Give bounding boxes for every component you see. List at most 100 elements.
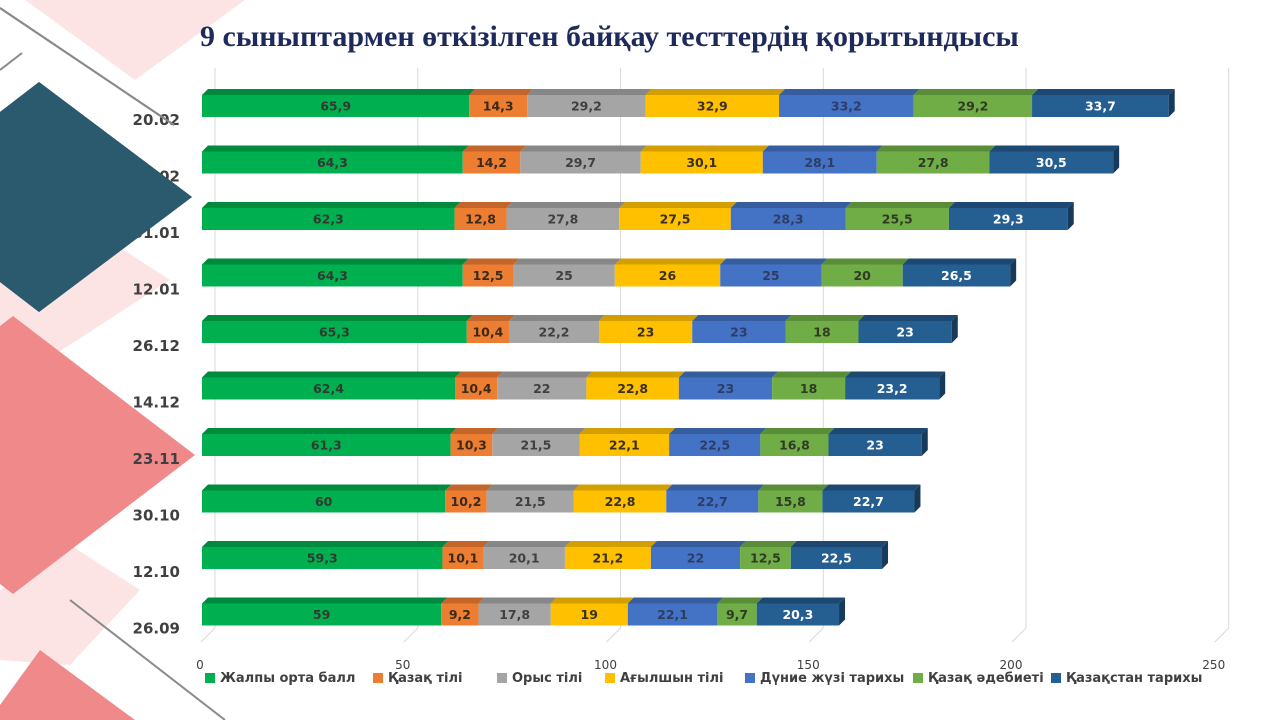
data-label: 65,9 <box>320 99 351 114</box>
bar-segment-top <box>948 202 1074 208</box>
bar-segment <box>202 547 443 569</box>
gridline-floor <box>1214 627 1230 643</box>
bar-segment-top <box>579 428 676 434</box>
legend-item: Жалпы орта балл <box>205 668 373 688</box>
legend-swatch-icon <box>745 673 755 683</box>
legend-label: Дүние жүзі тарихы <box>760 670 905 686</box>
legend-label: Қазақ әдебиеті <box>928 670 1044 686</box>
data-label: 29,2 <box>957 99 988 114</box>
bar-segment <box>455 377 498 400</box>
data-label: 9,7 <box>726 607 748 622</box>
bar-segment <box>202 151 463 174</box>
legend-swatch-icon <box>1051 673 1061 683</box>
data-label: 25,5 <box>882 212 913 227</box>
category-label: 12.10 <box>133 563 180 581</box>
x-axis-ticks: 0 50 100 150 200 250 <box>196 658 1225 672</box>
bar-segment <box>790 547 883 569</box>
bar-segment <box>645 95 780 117</box>
data-label: 25 <box>762 268 779 283</box>
x-tick-label: 100 <box>594 658 617 672</box>
bar-segment <box>450 434 493 456</box>
bar-segment-top <box>454 202 513 208</box>
data-label: 23 <box>896 325 913 340</box>
data-label: 23 <box>730 325 747 340</box>
bar-segment <box>717 603 757 626</box>
bar-segment <box>614 264 721 287</box>
bar-segment-top <box>717 597 763 604</box>
bar-end-side <box>1010 258 1017 287</box>
bar-segment <box>486 490 574 513</box>
bar-segment-top <box>586 371 685 378</box>
data-label: 18 <box>813 325 830 340</box>
bar-segment <box>441 603 479 626</box>
data-label: 22,5 <box>821 551 852 566</box>
data-label: 27,8 <box>547 212 578 227</box>
bar-segment <box>579 434 670 456</box>
bar-segment-top <box>762 145 883 152</box>
bar-segment-top <box>692 315 792 321</box>
bar-segment-top <box>483 541 571 547</box>
bar-segment-top <box>441 597 485 604</box>
data-label: 15,8 <box>775 494 806 509</box>
bar-segment-top <box>202 541 449 547</box>
bar-segment-top <box>666 484 765 491</box>
bar-end-side <box>914 484 921 513</box>
chart-title: 9 сыныптармен өткізілген байқау тесттерд… <box>200 20 1019 53</box>
bar-segment-top <box>442 541 490 547</box>
bar-segment <box>478 603 551 626</box>
category-label: 30.10 <box>133 507 180 525</box>
bar-segment-top <box>462 145 527 152</box>
bar-segment-top <box>756 597 846 604</box>
data-label: 65,3 <box>319 325 350 340</box>
bar-end-side <box>921 428 928 456</box>
data-label: 17,8 <box>499 607 530 622</box>
bar-segment-top <box>455 371 504 378</box>
bar-segment <box>666 490 759 513</box>
gridline-floor <box>200 627 216 643</box>
bar-segment-top <box>760 428 835 434</box>
gridline-floor <box>403 627 419 643</box>
bar-segment <box>497 377 587 400</box>
bar-segment <box>619 208 731 230</box>
bar-segment-top <box>202 484 452 491</box>
data-label: 21,5 <box>521 438 552 453</box>
bar-segment-top <box>858 315 958 321</box>
bar-segment <box>508 321 599 343</box>
data-label: 62,4 <box>313 381 344 396</box>
bar-segment-top <box>758 484 829 491</box>
bar-segment-top <box>564 541 657 547</box>
bar-segment <box>627 603 718 626</box>
bar-segment <box>845 208 949 230</box>
bar-segment <box>913 95 1033 117</box>
bar-segment-top <box>730 202 852 208</box>
data-label: 30,5 <box>1036 155 1067 170</box>
data-label: 22,8 <box>605 494 636 509</box>
bar-segment-top <box>779 89 920 95</box>
bar-segment-top <box>876 145 996 152</box>
bar-segment <box>762 151 877 174</box>
bar-segment-top <box>678 371 779 378</box>
data-label: 33,2 <box>831 99 862 114</box>
data-label: 12,8 <box>465 212 496 227</box>
data-label: 23 <box>717 381 734 396</box>
legend-label: Қазақ тілі <box>388 670 463 686</box>
data-label: 10,1 <box>448 551 479 566</box>
bar-segment <box>550 603 628 626</box>
data-label: 10,2 <box>451 494 482 509</box>
data-label: 22,1 <box>657 607 688 622</box>
bar-segment-top <box>845 202 955 208</box>
bar-row: 64,3 14,2 29,7 30,1 28,1 27,8 30,5 <box>202 145 1120 174</box>
bar-segment <box>758 490 823 513</box>
legend-label: Орыс тілі <box>512 670 583 686</box>
bar-segment <box>821 264 903 287</box>
legend-item: Қазақ тілі <box>373 668 497 688</box>
bar-segment <box>483 547 565 569</box>
legend-label: Қазақстан тарихы <box>1066 670 1203 686</box>
bar-segment-top <box>640 145 769 152</box>
bar-end-side <box>882 541 889 569</box>
legend-label: Жалпы орта балл <box>220 670 356 686</box>
bar-segment <box>760 434 829 456</box>
data-label: 10,4 <box>461 381 492 396</box>
